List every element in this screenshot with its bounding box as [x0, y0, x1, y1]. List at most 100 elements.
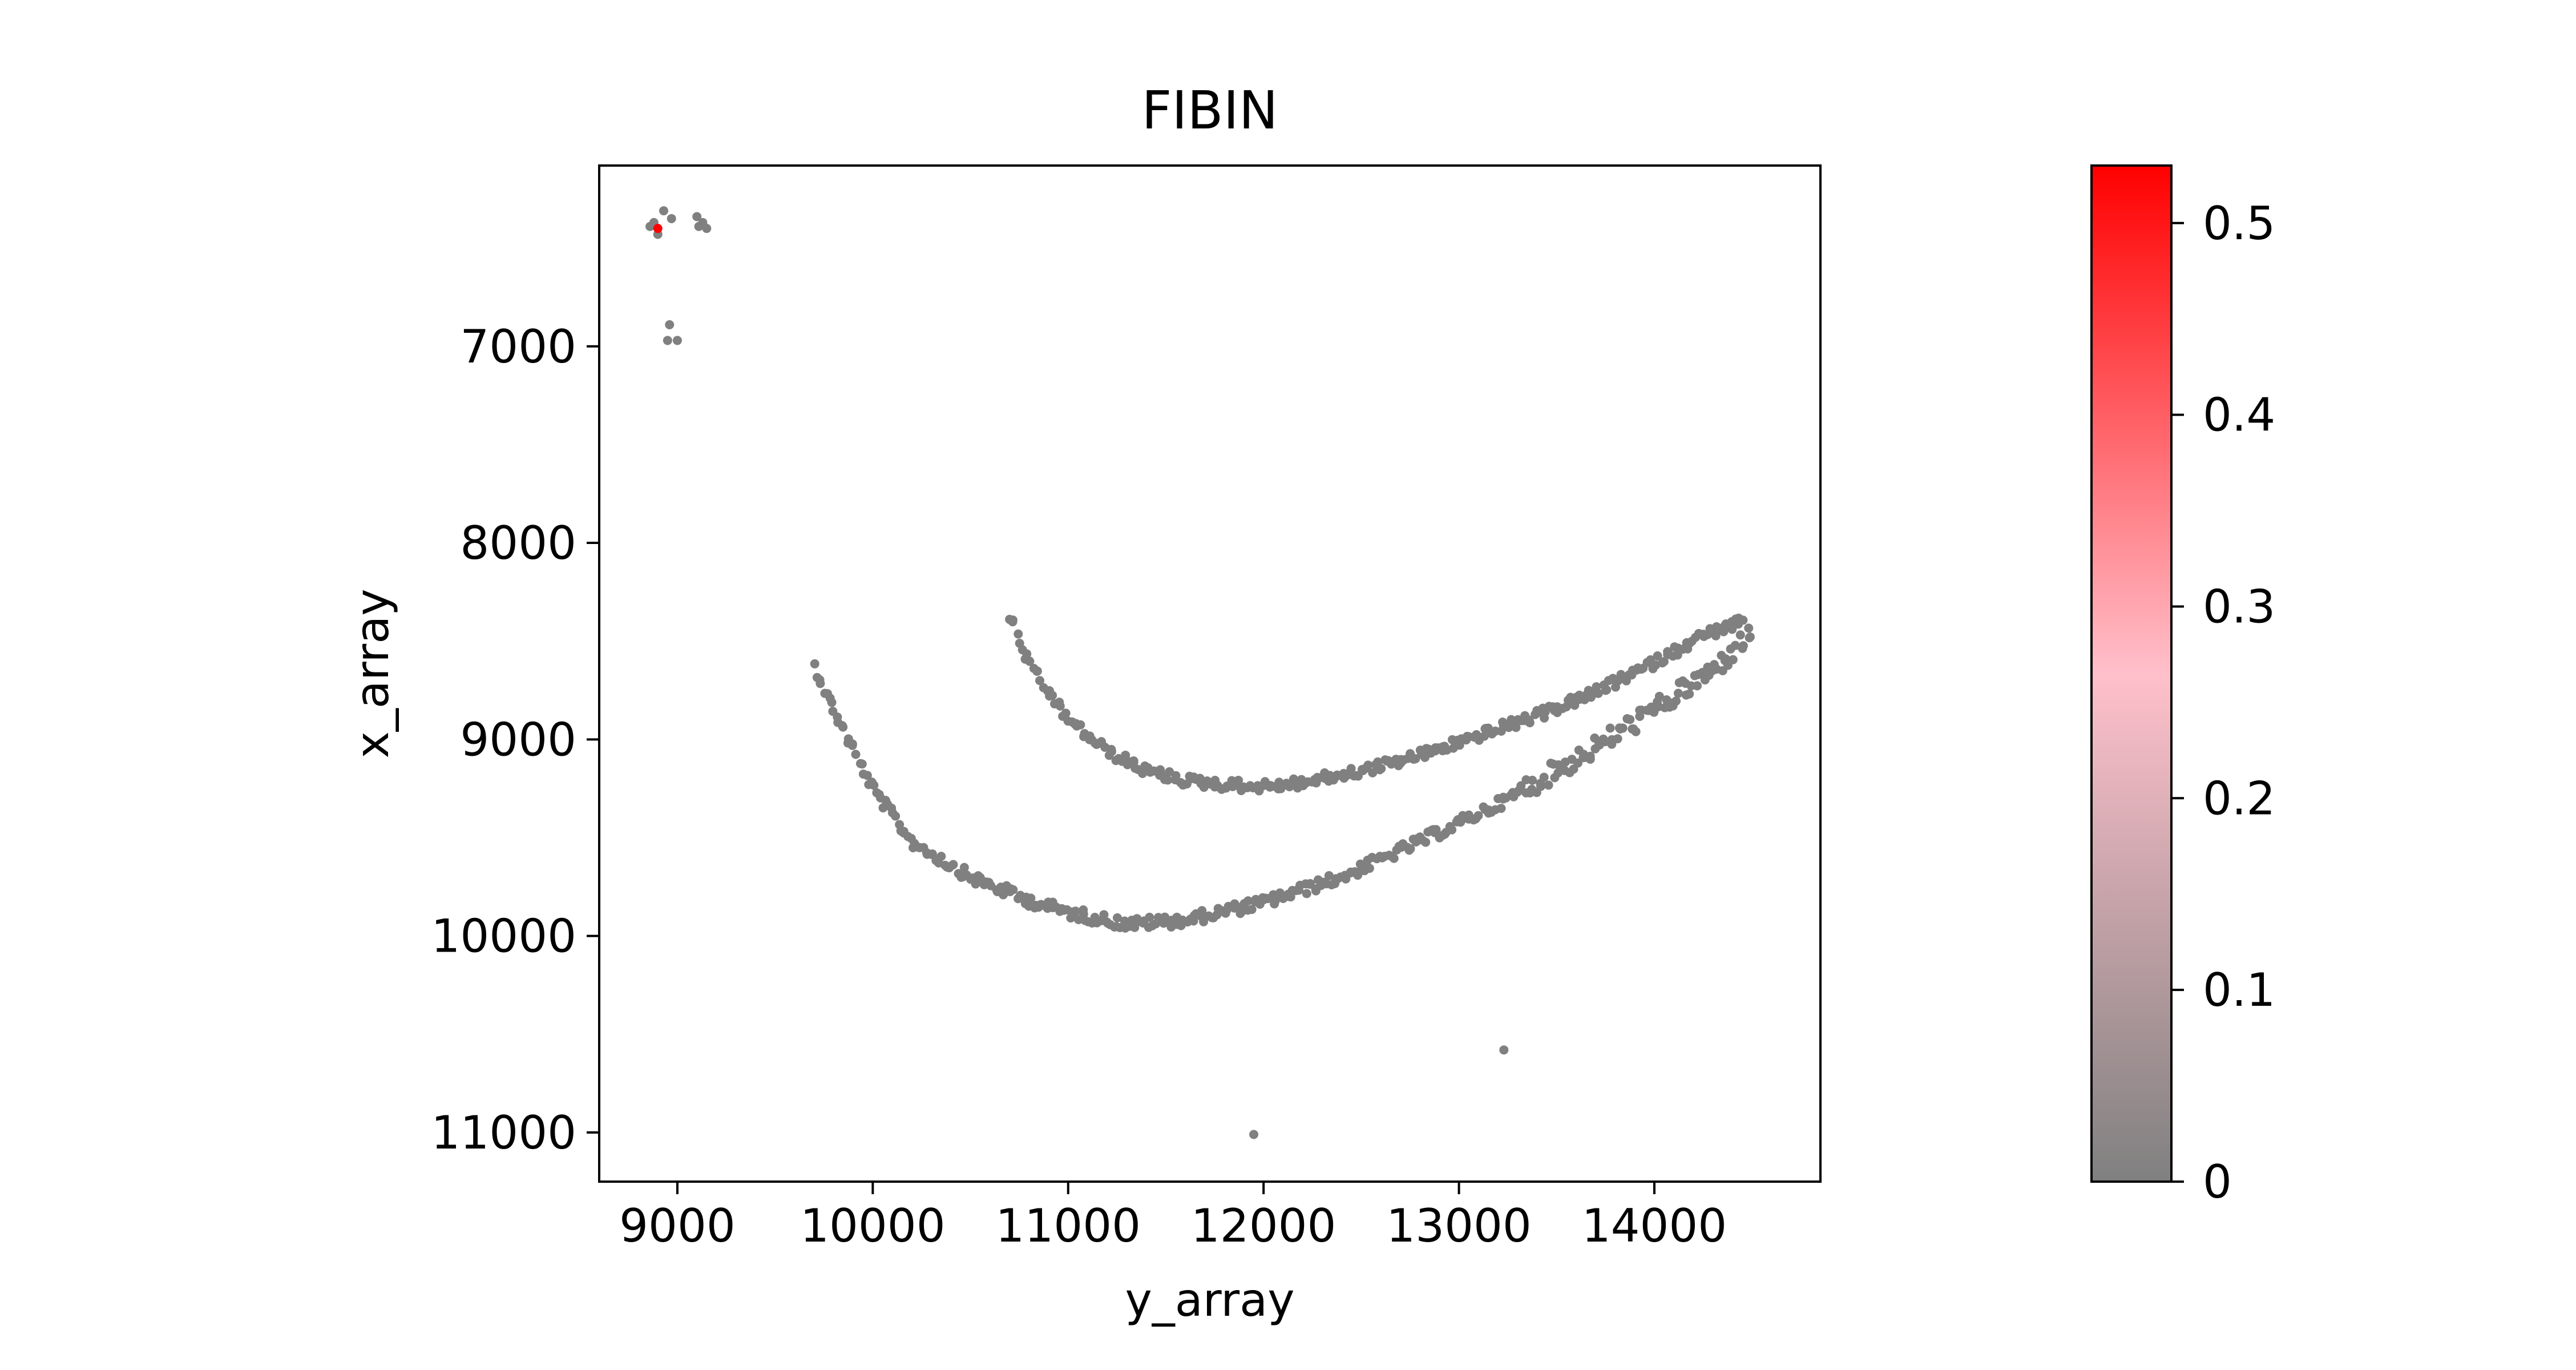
scatter-point	[1130, 922, 1140, 932]
scatter-point	[1302, 889, 1311, 898]
scatter-point	[971, 879, 980, 889]
x-tick-label: 10000	[800, 1199, 946, 1252]
scatter-point	[665, 320, 675, 329]
x-tick-label: 14000	[1582, 1199, 1727, 1252]
scatter-point	[1363, 760, 1373, 770]
x-tick-label: 9000	[619, 1199, 736, 1252]
scatter-point	[1738, 641, 1748, 651]
scatter-point	[1585, 751, 1595, 761]
scatter-point	[1447, 825, 1457, 835]
scatter-point	[1199, 917, 1209, 926]
scatter-point	[667, 213, 676, 223]
scatter-point	[653, 224, 663, 233]
scatter-point	[1525, 718, 1535, 728]
scatter-point	[1528, 775, 1537, 785]
scatter-point	[1129, 756, 1138, 765]
y-tick-label: 9000	[460, 713, 576, 766]
plot-area-frame	[598, 164, 1822, 1183]
colorbar-tick-label: 0.3	[2203, 580, 2275, 633]
scatter-point	[1727, 624, 1737, 634]
scatter-point	[847, 740, 857, 750]
scatter-point	[663, 336, 672, 345]
scatter-point	[1025, 656, 1035, 666]
scatter-point	[1376, 764, 1386, 773]
colorbar-tick-label: 0.5	[2203, 197, 2275, 250]
scatter-point	[1099, 910, 1109, 920]
x-axis-label: y_array	[1125, 1274, 1294, 1327]
scatter-point	[1719, 627, 1729, 636]
scatter-point	[1685, 689, 1694, 699]
scatter-point	[694, 221, 704, 231]
scatter-point	[833, 712, 842, 722]
scatter-point	[1735, 630, 1745, 640]
scatter-point	[1145, 912, 1154, 922]
scatter-point	[1673, 688, 1683, 698]
scatter-point	[1511, 723, 1521, 732]
x-tick-label: 11000	[996, 1199, 1141, 1252]
scatter-point	[959, 863, 969, 872]
scatter-point	[838, 722, 848, 732]
scatter-point	[1247, 905, 1257, 914]
scatter-point	[702, 224, 712, 233]
scatter-point	[1061, 708, 1071, 718]
scatter-point	[1613, 734, 1622, 744]
scatter-point	[1032, 666, 1042, 676]
x-tick-label: 12000	[1191, 1199, 1337, 1252]
scatter-point	[1243, 896, 1253, 906]
scatter-point	[1048, 691, 1057, 700]
y-tick-label: 8000	[460, 517, 576, 570]
scatter-point	[1035, 676, 1045, 686]
scatter-point	[1499, 1045, 1509, 1055]
scatter-point	[1406, 844, 1415, 853]
scatter-point	[851, 750, 861, 759]
scatter-point	[1473, 811, 1483, 820]
y-axis-label: x_array	[346, 589, 399, 758]
scatter-point	[810, 659, 819, 668]
scatter-point	[1107, 744, 1116, 754]
scatter-point	[1364, 864, 1374, 873]
scatter-point	[1163, 775, 1173, 785]
scatter-point	[1234, 775, 1243, 785]
scatter-point	[1745, 632, 1755, 642]
scatter-point	[1022, 649, 1032, 659]
scatter-point	[891, 811, 901, 821]
scatter-point	[1008, 885, 1018, 894]
colorbar-tick-label: 0	[2203, 1155, 2232, 1208]
y-axis-ticks: 7000 8000 9000 10000 11000	[431, 320, 599, 1159]
scatter-point	[857, 759, 867, 769]
scatter-point	[815, 679, 825, 688]
scatter-point	[1249, 1130, 1259, 1139]
scatter-point	[1014, 629, 1023, 639]
scatter-point	[1601, 686, 1610, 695]
scatter-point	[1728, 655, 1738, 664]
scatter-point	[827, 698, 837, 707]
scatter-point	[1479, 731, 1489, 741]
scatter-point	[1070, 908, 1080, 917]
scatter-point	[672, 336, 682, 345]
scatter-point	[1496, 804, 1506, 813]
scatter-point	[862, 771, 872, 780]
scatter-point	[1605, 723, 1615, 733]
scatter-point	[1744, 623, 1754, 633]
scatter-point	[692, 212, 702, 221]
scatter-point	[1112, 913, 1122, 922]
y-tick-label: 11000	[431, 1106, 577, 1159]
scatter-point	[1654, 691, 1664, 701]
scatter-point	[1373, 757, 1383, 767]
scatter-point	[1593, 688, 1603, 698]
chart-title: FIBIN	[1141, 80, 1278, 141]
x-axis-ticks: 9000 10000 11000 12000 13000 14000	[619, 1182, 1727, 1252]
colorbar-tick-label: 0.2	[2203, 772, 2275, 825]
scatter-point	[1431, 825, 1441, 835]
y-tick-label: 10000	[431, 910, 577, 963]
scatter-point	[1618, 723, 1628, 733]
scatter-point	[999, 890, 1008, 900]
scatter-point	[869, 780, 879, 790]
scatter-point	[1516, 781, 1526, 791]
scatter-point	[1730, 640, 1740, 650]
scatter-point	[1026, 893, 1036, 903]
scatter-point	[1539, 772, 1549, 782]
scatter-point	[1671, 696, 1681, 706]
scatter-point	[1197, 906, 1207, 916]
